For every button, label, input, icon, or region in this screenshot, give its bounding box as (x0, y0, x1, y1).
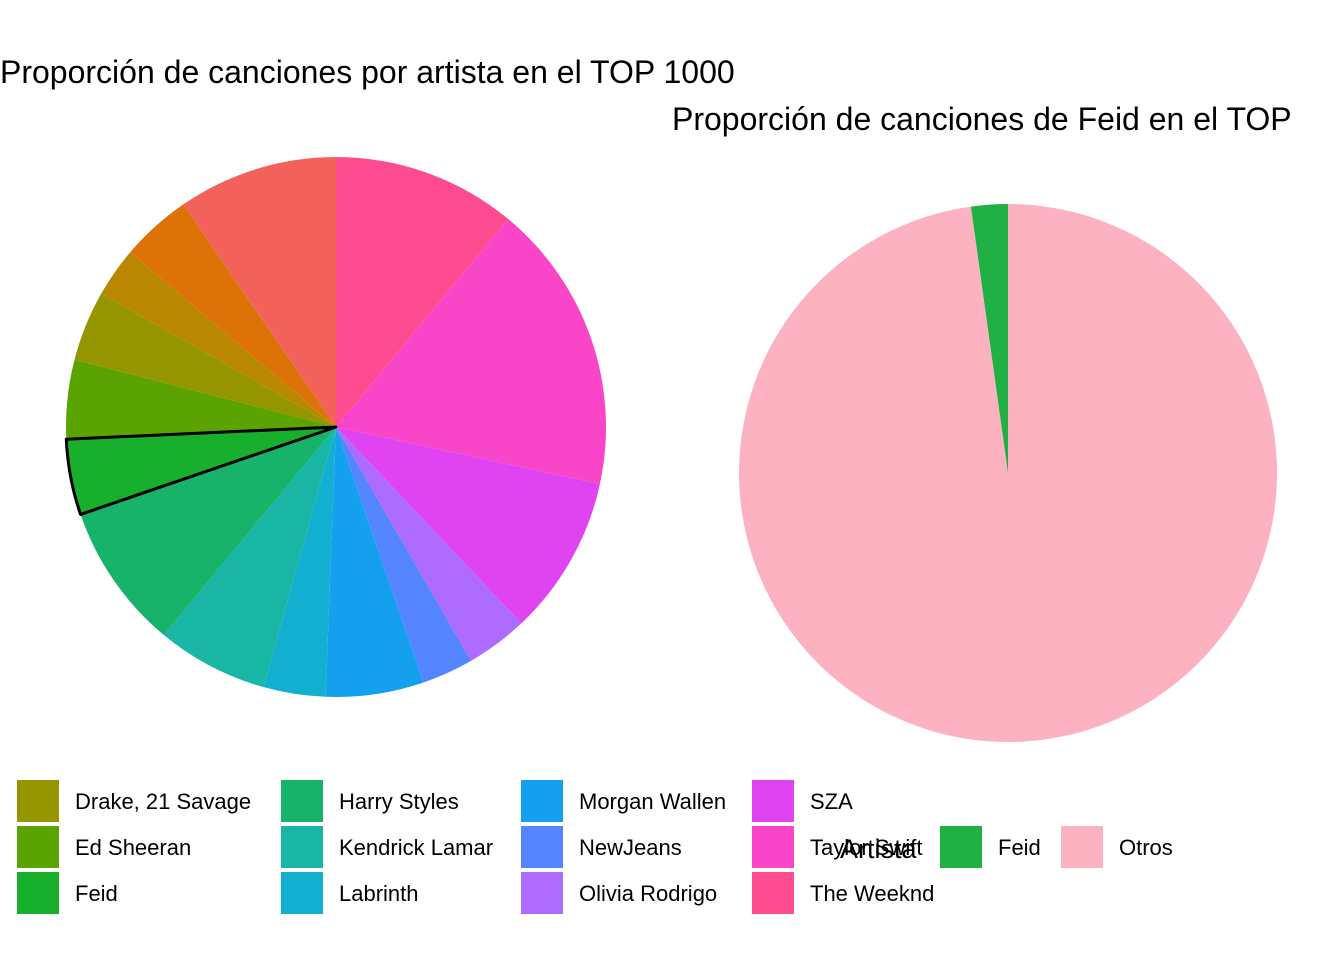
pie1-legend-label-the-weeknd: The Weeknd (810, 881, 934, 906)
pie1-slice-taylor-swift (336, 219, 606, 485)
pie1-legend-key-olivia-rodrigo (521, 872, 563, 914)
pie1-legend-label-labrinth: Labrinth (339, 881, 419, 906)
pie1-legend-key-morgan-wallen (521, 780, 563, 822)
pie1-legend-label-sza: SZA (810, 789, 853, 814)
pie1-legend-key-sza (752, 780, 794, 822)
pie1-legend-label-olivia-rodrigo: Olivia Rodrigo (579, 881, 717, 906)
pie1-slice-the-weeknd (336, 157, 509, 427)
pie1-legend-key-kendrick-lamar (281, 826, 323, 868)
pie1-legend: Drake, 21 Savage Ed Sheeran Feid Harry Styl… (17, 780, 934, 914)
pie1-legend-label-morgan-wallen: Morgan Wallen (579, 789, 726, 814)
pie2-legend-key-otros (1061, 826, 1103, 868)
pie2-legend-title: Artista (840, 834, 918, 864)
pie1-legend-key-taylor-swift (752, 826, 794, 868)
pie1-legend-key-feid (17, 872, 59, 914)
pie1-slices (64, 157, 606, 698)
pie2-slice-otros (739, 204, 1278, 743)
pie1-slice-unlabeled-12 (101, 252, 336, 427)
pie1-slice-morgan-wallen (325, 427, 424, 698)
pie2-legend: Artista Feid Otros (840, 826, 1173, 868)
pie1-legend-key-newjeans (521, 826, 563, 868)
pie1-legend-label-drake-21-savage: Drake, 21 Savage (75, 789, 251, 814)
pie2-slices (739, 204, 1278, 743)
pie1-slice-unlabeled-13 (130, 204, 336, 427)
pie2-legend-key-feid (940, 826, 982, 868)
pie1-slice-labrinth (263, 427, 336, 697)
pie1-legend-key-labrinth (281, 872, 323, 914)
pie1-slice-feid (64, 425, 338, 516)
pie1-legend-key-the-weeknd (752, 872, 794, 914)
pie2-title: Proporción de canciones de Feid en el TO… (672, 101, 1292, 137)
pie1-slice-harry-styles (80, 427, 336, 635)
pie1-legend-label-ed-sheeran: Ed Sheeran (75, 835, 191, 860)
pie1-legend-label-feid: Feid (75, 881, 118, 906)
pie1-slice-newjeans (336, 427, 471, 683)
pie1-slice-drake-21-savage (74, 293, 336, 427)
pie1-legend-key-harry-styles (281, 780, 323, 822)
pie1-slice-unlabeled-14 (183, 157, 336, 427)
pie2-legend-label-otros: Otros (1119, 835, 1173, 860)
pie2-slice-feid (970, 204, 1008, 473)
pie1-legend-label-taylor-swift: Taylor Swift (810, 835, 922, 860)
pie1-slice-ed-sheeran (66, 359, 336, 440)
pie1-legend-key-drake-21-savage (17, 780, 59, 822)
pie2-legend-label-feid: Feid (998, 835, 1041, 860)
pie1-legend-label-newjeans: NewJeans (579, 835, 682, 860)
pie1-legend-label-harry-styles: Harry Styles (339, 789, 459, 814)
pie1-legend-label-kendrick-lamar: Kendrick Lamar (339, 835, 493, 860)
pie1-title: Proporción de canciones por artista en e… (0, 54, 735, 90)
pie1-legend-key-ed-sheeran (17, 826, 59, 868)
pie1-slice-sza (336, 427, 600, 624)
pie1-slice-olivia-rodrigo (336, 427, 522, 661)
pie1-slice-kendrick-lamar (163, 427, 336, 688)
